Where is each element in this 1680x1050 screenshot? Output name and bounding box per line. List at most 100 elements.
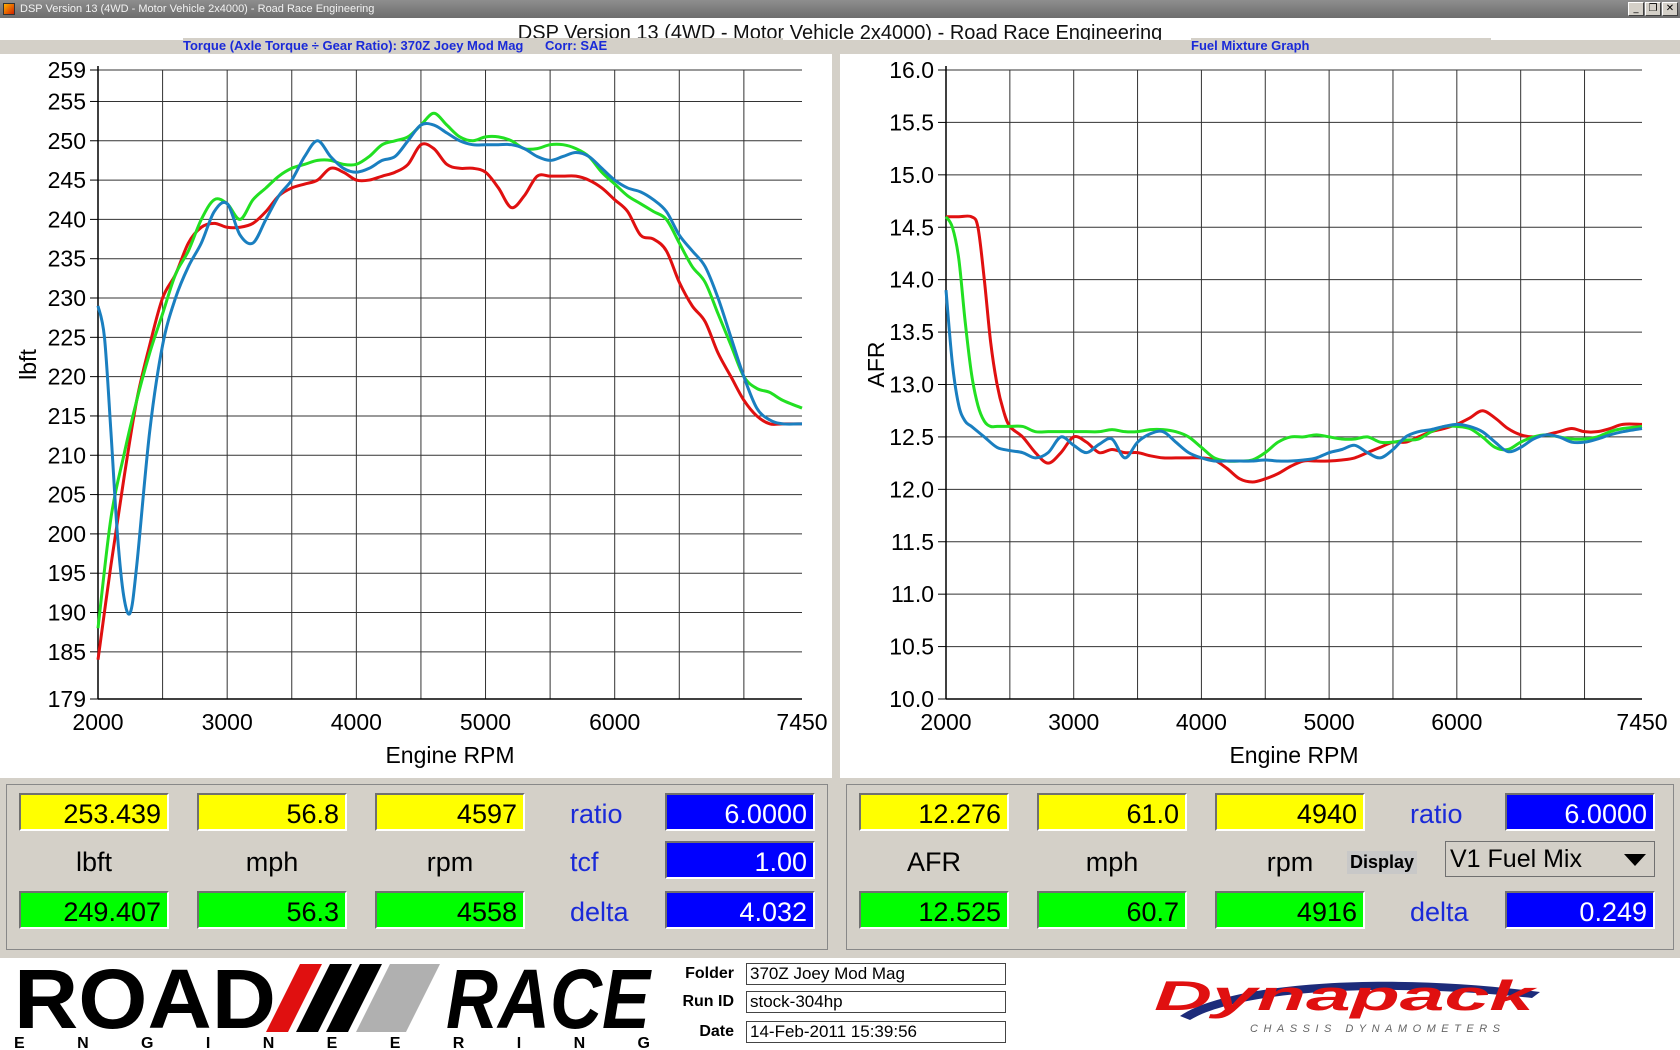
y-tick-label: 195 <box>48 560 86 586</box>
y-tick-label: 245 <box>48 167 86 193</box>
y-tick-label: 16.0 <box>889 57 934 83</box>
y-tick-label: 200 <box>48 521 86 547</box>
chevron-down-icon[interactable] <box>1624 854 1646 866</box>
afr-chart-title: Fuel Mixture Graph <box>1191 38 1491 54</box>
runid-label: Run ID <box>682 993 734 1010</box>
runid-field: stock-304hp <box>746 991 1006 1013</box>
y-tick-label: 240 <box>48 206 86 232</box>
folder-label: Folder <box>685 965 734 982</box>
ratio-value[interactable]: 6.0000 <box>665 793 815 831</box>
dynapack-logo: Dynapack CHASSIS DYNAMOMETERS <box>1154 972 1540 1035</box>
base-afr-value: 12.525 <box>859 891 1009 929</box>
x-tick-label: 7450 <box>776 709 827 735</box>
torque-subtitle-text: Corr: SAE <box>545 38 608 53</box>
display-dropdown-value: V1 Fuel Mix <box>1450 845 1582 873</box>
series-line-1 <box>96 111 803 629</box>
x-tick-label: 6000 <box>589 709 640 735</box>
y-tick-label: 15.0 <box>889 162 934 188</box>
y-tick-label: 210 <box>48 442 86 468</box>
y-tick-label: 259 <box>48 57 86 83</box>
base-rpm-value-right: 4916 <box>1215 891 1365 929</box>
window-title: DSP Version 13 (4WD - Motor Vehicle 2x40… <box>20 3 375 15</box>
footer: ROAD RACE E N G I N E E R I N G Folder 3… <box>0 958 1680 1050</box>
date-label: Date <box>699 1023 734 1040</box>
ratio-value-right[interactable]: 6.0000 <box>1505 793 1655 831</box>
unit-afr-label: AFR <box>907 847 961 877</box>
y-tick-label: 11.0 <box>891 581 934 607</box>
y-tick-label: 255 <box>48 88 86 114</box>
cursor-rpm-value-right: 4940 <box>1215 793 1365 831</box>
x-tick-label: 6000 <box>1431 709 1482 735</box>
y-tick-label: 10.5 <box>889 634 934 660</box>
display-dropdown[interactable]: V1 Fuel Mix <box>1445 841 1655 877</box>
y-tick-label: 10.0 <box>889 686 934 712</box>
ratio-label-right: ratio <box>1410 799 1463 829</box>
x-tick-label: 5000 <box>1304 709 1355 735</box>
y-axis-label: lbft <box>15 349 41 380</box>
x-tick-label: 7450 <box>1616 709 1667 735</box>
delta-value-right: 0.249 <box>1505 891 1655 929</box>
series-line-0 <box>96 142 802 660</box>
y-tick-label: 215 <box>48 403 86 429</box>
y-tick-label: 11.5 <box>891 529 934 555</box>
base-speed-value: 56.3 <box>197 891 347 929</box>
logo-race-text: RACE <box>446 958 653 1046</box>
base-torque-value: 249.407 <box>19 891 169 929</box>
torque-chart-panel: 179 185 190 195 200 205 210 215 220 225 230 235 240 2… <box>0 54 832 778</box>
base-rpm-value: 4558 <box>375 891 525 929</box>
unit-speed-label-right: mph <box>1085 847 1139 877</box>
torque-readout-panel: 253.439 56.8 4597 lbft mph rpm 249.407 5… <box>6 784 828 950</box>
cursor-speed-value-right: 61.0 <box>1037 793 1187 831</box>
x-tick-label: 5000 <box>460 709 511 735</box>
y-tick-label: 230 <box>48 285 86 311</box>
y-tick-label: 235 <box>48 246 86 272</box>
logo-stripes-icon <box>266 964 440 1032</box>
afr-readout-panel: 12.276 61.0 4940 AFR mph rpm 12.525 60.7… <box>846 784 1674 950</box>
dynapack-text: Dynapack <box>1154 972 1539 1019</box>
display-button[interactable]: Display <box>1347 851 1418 874</box>
afr-chart[interactable]: 10.0 10.5 11.0 11.5 12.0 12.5 13.0 13.5 14.0 14.5… <box>840 54 1680 778</box>
series-line-2 <box>944 290 1643 463</box>
window-titlebar: DSP Version 13 (4WD - Motor Vehicle 2x40… <box>0 0 1680 18</box>
x-tick-label: 3000 <box>1048 709 1099 735</box>
y-tick-label: 14.5 <box>889 214 934 240</box>
x-axis-label: Engine RPM <box>385 742 514 768</box>
unit-speed-label: mph <box>245 847 299 877</box>
series-line-2 <box>96 122 803 616</box>
y-tick-label: 13.5 <box>889 319 934 345</box>
dynapack-sub-text: CHASSIS DYNAMOMETERS <box>1250 1023 1501 1035</box>
cursor-torque-value: 253.439 <box>19 793 169 831</box>
ratio-label: ratio <box>570 799 623 829</box>
tcf-value[interactable]: 1.00 <box>665 841 815 879</box>
torque-title-text: Torque (Axle Torque ÷ Gear Ratio): 370Z … <box>183 38 524 53</box>
app-heading: DSP Version 13 (4WD - Motor Vehicle 2x40… <box>0 18 1680 40</box>
y-tick-label: 185 <box>48 639 86 665</box>
torque-chart[interactable]: 179 185 190 195 200 205 210 215 220 225 230 235 240 2… <box>0 54 832 778</box>
restore-button[interactable]: ❐ <box>1645 2 1661 16</box>
series-line-0 <box>946 214 1643 484</box>
y-tick-label: 14.0 <box>889 267 934 293</box>
x-tick-label: 4000 <box>331 709 382 735</box>
x-tick-label: 2000 <box>920 709 971 735</box>
unit-rpm-label: rpm <box>426 847 474 877</box>
tcf-label: tcf <box>570 847 599 877</box>
x-tick-label: 3000 <box>202 709 253 735</box>
logo-road-text: ROAD <box>14 958 276 1046</box>
x-tick-label: 4000 <box>1176 709 1227 735</box>
y-tick-label: 13.0 <box>889 372 934 398</box>
close-button[interactable]: ✕ <box>1662 2 1678 16</box>
y-tick-label: 12.0 <box>889 476 934 502</box>
x-axis-label: Engine RPM <box>1229 742 1358 768</box>
unit-rpm-label-right: rpm <box>1266 847 1314 877</box>
y-tick-label: 15.5 <box>889 109 934 135</box>
y-tick-label: 12.5 <box>889 424 934 450</box>
cursor-speed-value: 56.8 <box>197 793 347 831</box>
road-race-logo: ROAD RACE E N G I N E E R I N G <box>14 958 653 1050</box>
cursor-rpm-value: 4597 <box>375 793 525 831</box>
minimize-button[interactable]: _ <box>1628 2 1644 16</box>
y-tick-label: 205 <box>48 482 86 508</box>
base-speed-value-right: 60.7 <box>1037 891 1187 929</box>
y-tick-label: 190 <box>48 600 86 626</box>
cursor-afr-value: 12.276 <box>859 793 1009 831</box>
app-icon <box>3 3 15 15</box>
